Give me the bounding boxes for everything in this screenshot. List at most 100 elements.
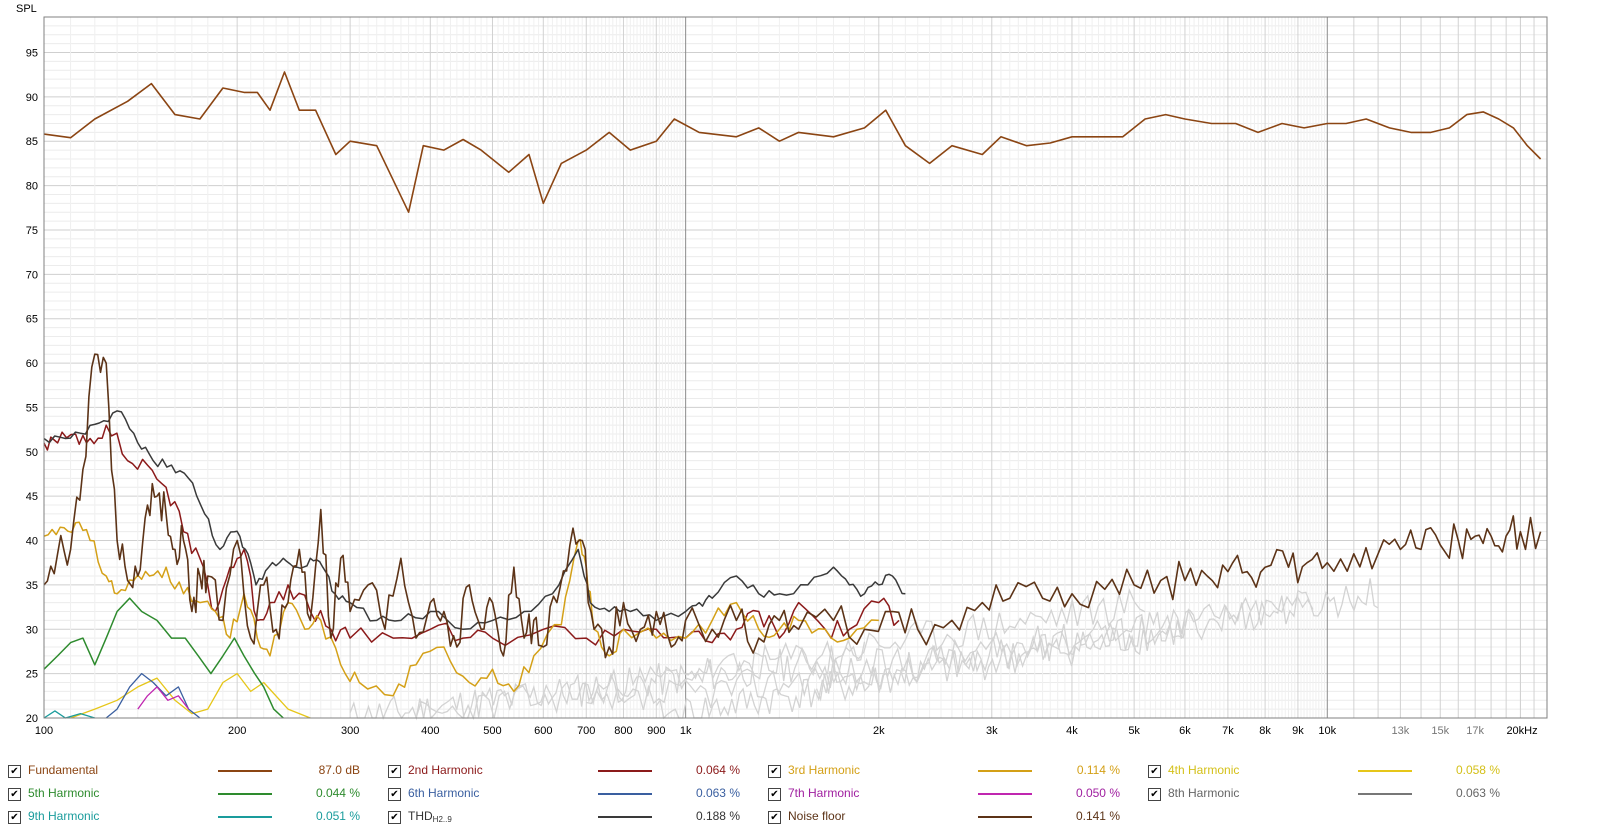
legend-swatch bbox=[218, 816, 272, 818]
x-tick-label: 400 bbox=[421, 725, 439, 737]
series-line-3rd-harmonic bbox=[43, 521, 879, 697]
checkbox[interactable]: ✔ bbox=[768, 788, 781, 801]
thd-label: THD bbox=[408, 809, 433, 823]
legend-value: 0.188 % bbox=[695, 809, 740, 823]
x-tick-label: 13k bbox=[1392, 725, 1410, 737]
legend-label: 8th Harmonic bbox=[1168, 786, 1240, 800]
legend-label: Noise floor bbox=[788, 809, 846, 823]
legend-item-4th-harmonic[interactable]: ✔ 4th Harmonic 0.058 % bbox=[1148, 763, 1508, 781]
x-tick-label: 10k bbox=[1318, 725, 1336, 737]
x-tick-label: 6k bbox=[1179, 725, 1191, 737]
legend-value: 0.058 % bbox=[1455, 763, 1500, 777]
legend-item-thd[interactable]: ✔ THDH2..9 0.188 % bbox=[388, 809, 748, 827]
x-tick-label: 1k bbox=[680, 725, 692, 737]
legend-item-6th-harmonic[interactable]: ✔ 6th Harmonic 0.063 % bbox=[388, 786, 748, 804]
legend-swatch bbox=[218, 770, 272, 772]
legend-swatch bbox=[978, 770, 1032, 772]
legend-value: 0.050 % bbox=[1075, 786, 1120, 800]
series-line-thd bbox=[43, 410, 906, 631]
y-tick-label: 75 bbox=[26, 225, 38, 237]
legend-item-fundamental[interactable]: ✔ Fundamental 87.0 dB bbox=[8, 763, 368, 781]
x-tick-label: 600 bbox=[534, 725, 552, 737]
x-tick-label: 300 bbox=[341, 725, 359, 737]
checkbox[interactable]: ✔ bbox=[768, 811, 781, 824]
legend-item-8th-harmonic[interactable]: ✔ 8th Harmonic 0.063 % bbox=[1148, 786, 1508, 804]
legend-label: 7th Harmonic bbox=[788, 786, 860, 800]
checkbox[interactable]: ✔ bbox=[8, 765, 21, 778]
checkbox[interactable]: ✔ bbox=[8, 788, 21, 801]
y-tick-label: 85 bbox=[26, 136, 38, 148]
x-tick-label: 7k bbox=[1222, 725, 1234, 737]
series-line-2nd-harmonic bbox=[43, 424, 900, 647]
x-tick-label: 15k bbox=[1431, 725, 1449, 737]
checkbox[interactable]: ✔ bbox=[768, 765, 781, 778]
y-tick-label: 40 bbox=[26, 536, 38, 548]
legend-value: 0.141 % bbox=[1075, 809, 1120, 823]
legend-label: 6th Harmonic bbox=[408, 786, 480, 800]
y-tick-label: 55 bbox=[26, 402, 38, 414]
legend-label: 5th Harmonic bbox=[28, 786, 100, 800]
y-tick-label: 65 bbox=[26, 314, 38, 326]
legend-label: 4th Harmonic bbox=[1168, 763, 1240, 777]
y-tick-label: 70 bbox=[26, 269, 38, 281]
x-tick-label: 500 bbox=[483, 725, 501, 737]
series-line-fundamental bbox=[43, 71, 1542, 213]
x-tick-label: 800 bbox=[614, 725, 632, 737]
checkbox[interactable]: ✔ bbox=[8, 811, 21, 824]
legend-swatch bbox=[218, 793, 272, 795]
legend-swatch bbox=[1358, 793, 1412, 795]
legend-item-9th-harmonic[interactable]: ✔ 9th Harmonic 0.051 % bbox=[8, 809, 368, 827]
legend-item-5th-harmonic[interactable]: ✔ 5th Harmonic 0.044 % bbox=[8, 786, 368, 804]
y-tick-label: 95 bbox=[26, 47, 38, 59]
legend-value: 87.0 dB bbox=[318, 763, 360, 777]
faded-trace bbox=[655, 619, 1186, 720]
legend-label: 3rd Harmonic bbox=[788, 763, 861, 777]
legend-item-7th-harmonic[interactable]: ✔ 7th Harmonic 0.050 % bbox=[768, 786, 1128, 804]
legend-item-2nd-harmonic[interactable]: ✔ 2nd Harmonic 0.064 % bbox=[388, 763, 748, 781]
y-tick-label: 35 bbox=[26, 580, 38, 592]
legend-value: 0.051 % bbox=[315, 809, 360, 823]
legend-swatch bbox=[598, 816, 652, 818]
x-tick-label: 100 bbox=[35, 725, 53, 737]
checkbox[interactable]: ✔ bbox=[388, 788, 401, 801]
y-tick-label: 25 bbox=[26, 669, 38, 681]
legend-value: 0.063 % bbox=[1455, 786, 1500, 800]
legend-swatch bbox=[1358, 770, 1412, 772]
chart-series bbox=[43, 71, 1542, 719]
series-line-6th-harmonic bbox=[105, 672, 201, 719]
legend-label: Fundamental bbox=[28, 763, 99, 777]
legend-value: 0.114 % bbox=[1076, 763, 1120, 777]
legend-item-3rd-harmonic[interactable]: ✔ 3rd Harmonic 0.114 % bbox=[768, 763, 1128, 781]
checkbox[interactable]: ✔ bbox=[388, 765, 401, 778]
y-tick-label: 30 bbox=[26, 624, 38, 636]
legend: ✔ Fundamental 87.0 dB ✔ 2nd Harmonic 0.0… bbox=[0, 757, 1600, 837]
y-tick-label: 90 bbox=[26, 92, 38, 104]
legend-swatch bbox=[978, 793, 1032, 795]
x-tick-label: 900 bbox=[647, 725, 665, 737]
checkbox[interactable]: ✔ bbox=[1148, 765, 1161, 778]
legend-value: 0.044 % bbox=[315, 786, 360, 800]
legend-item-noise-floor[interactable]: ✔ Noise floor 0.141 % bbox=[768, 809, 1128, 827]
axis-ticks: 20 25 30 35 40 45 50 55 60 65 70 75 80 85 90 95 100 200 30… bbox=[26, 47, 1538, 737]
spl-chart: 20 25 30 35 40 45 50 55 60 65 70 75 80 85 90 95 100 200 30… bbox=[16, 3, 1548, 737]
x-tick-label: 700 bbox=[577, 725, 595, 737]
legend-label: THDH2..9 bbox=[408, 809, 452, 827]
x-tick-label: 200 bbox=[228, 725, 246, 737]
x-tick-label: 3k bbox=[986, 725, 998, 737]
faded-traces bbox=[349, 578, 1379, 721]
x-tick-label: 9k bbox=[1292, 725, 1304, 737]
x-tick-label: 20kHz bbox=[1506, 725, 1537, 737]
chart-grid bbox=[44, 16, 1547, 719]
checkbox[interactable]: ✔ bbox=[1148, 788, 1161, 801]
legend-value: 0.064 % bbox=[695, 763, 740, 777]
x-tick-label: 17k bbox=[1466, 725, 1484, 737]
y-tick-label: 80 bbox=[26, 181, 38, 193]
series-line-5th-harmonic bbox=[43, 597, 284, 719]
x-tick-label: 5k bbox=[1128, 725, 1140, 737]
series-line-7th-harmonic bbox=[137, 686, 190, 710]
checkbox[interactable]: ✔ bbox=[388, 811, 401, 824]
legend-label: 9th Harmonic bbox=[28, 809, 100, 823]
x-tick-label: 2k bbox=[873, 725, 885, 737]
y-tick-label: 50 bbox=[26, 447, 38, 459]
thd-subscript: H2..9 bbox=[432, 815, 452, 824]
